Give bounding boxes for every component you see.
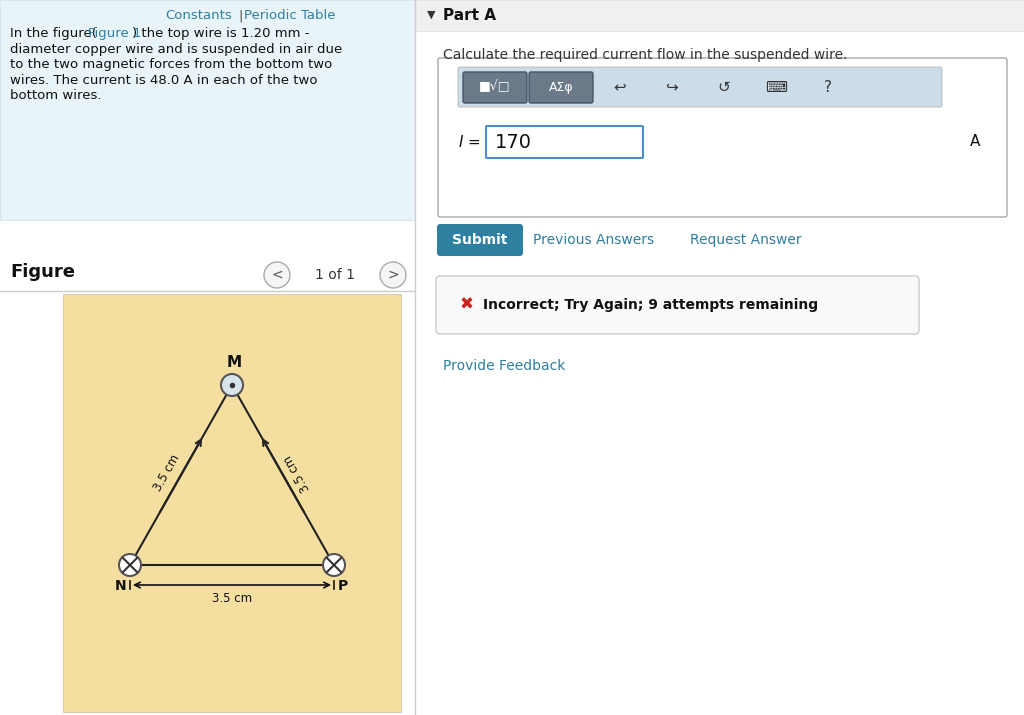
- Text: ↪: ↪: [666, 79, 678, 94]
- Text: In the figure(: In the figure(: [10, 27, 97, 40]
- Circle shape: [380, 262, 406, 288]
- Text: Calculate the required current flow in the suspended wire.: Calculate the required current flow in t…: [443, 48, 848, 62]
- Text: 3.5 cm: 3.5 cm: [212, 592, 252, 605]
- Text: ▼: ▼: [427, 10, 435, 20]
- Text: N: N: [115, 579, 126, 593]
- Circle shape: [119, 554, 141, 576]
- Text: to the two magnetic forces from the bottom two: to the two magnetic forces from the bott…: [10, 58, 332, 71]
- Text: <: <: [271, 268, 283, 282]
- FancyBboxPatch shape: [458, 67, 942, 107]
- Circle shape: [323, 554, 345, 576]
- Text: 1 of 1: 1 of 1: [315, 268, 355, 282]
- Text: bottom wires.: bottom wires.: [10, 89, 101, 102]
- Circle shape: [221, 374, 243, 396]
- Text: Submit: Submit: [453, 233, 508, 247]
- Text: Previous Answers: Previous Answers: [534, 233, 654, 247]
- Text: wires. The current is 48.0 A in each of the two: wires. The current is 48.0 A in each of …: [10, 74, 317, 87]
- Text: P: P: [338, 579, 348, 593]
- Text: ) the top wire is 1.20 mm -: ) the top wire is 1.20 mm -: [132, 27, 309, 40]
- Text: ↩: ↩: [613, 79, 627, 94]
- Text: Provide Feedback: Provide Feedback: [443, 359, 565, 373]
- Text: ✖: ✖: [460, 296, 474, 314]
- Text: Figure: Figure: [10, 263, 75, 281]
- Text: 3.5 cm: 3.5 cm: [152, 453, 182, 493]
- Text: 3.5 cm: 3.5 cm: [282, 453, 312, 493]
- FancyBboxPatch shape: [415, 0, 1024, 31]
- Text: ?: ?: [824, 79, 831, 94]
- Text: ■√□: ■√□: [479, 81, 511, 94]
- Text: ⌨: ⌨: [765, 79, 787, 94]
- FancyBboxPatch shape: [486, 126, 643, 158]
- Text: 170: 170: [495, 132, 532, 152]
- Text: |: |: [238, 9, 243, 22]
- Text: Periodic Table: Periodic Table: [244, 9, 336, 22]
- Text: Constants: Constants: [165, 9, 232, 22]
- FancyBboxPatch shape: [437, 224, 523, 256]
- Text: Request Answer: Request Answer: [690, 233, 802, 247]
- Text: diameter copper wire and is suspended in air due: diameter copper wire and is suspended in…: [10, 42, 342, 56]
- FancyBboxPatch shape: [0, 0, 415, 220]
- Text: A: A: [970, 134, 980, 149]
- Text: Figure 1: Figure 1: [88, 27, 141, 40]
- Text: M: M: [226, 355, 242, 370]
- Circle shape: [264, 262, 290, 288]
- Text: Part A: Part A: [443, 7, 496, 22]
- Text: ↺: ↺: [718, 79, 730, 94]
- Text: ΑΣφ: ΑΣφ: [549, 81, 573, 94]
- Text: Incorrect; Try Again; 9 attempts remaining: Incorrect; Try Again; 9 attempts remaini…: [483, 298, 818, 312]
- FancyBboxPatch shape: [63, 294, 401, 712]
- FancyBboxPatch shape: [529, 72, 593, 103]
- FancyBboxPatch shape: [438, 58, 1007, 217]
- Text: $I$ =: $I$ =: [458, 134, 480, 150]
- FancyBboxPatch shape: [463, 72, 527, 103]
- FancyBboxPatch shape: [436, 276, 919, 334]
- Text: >: >: [387, 268, 398, 282]
